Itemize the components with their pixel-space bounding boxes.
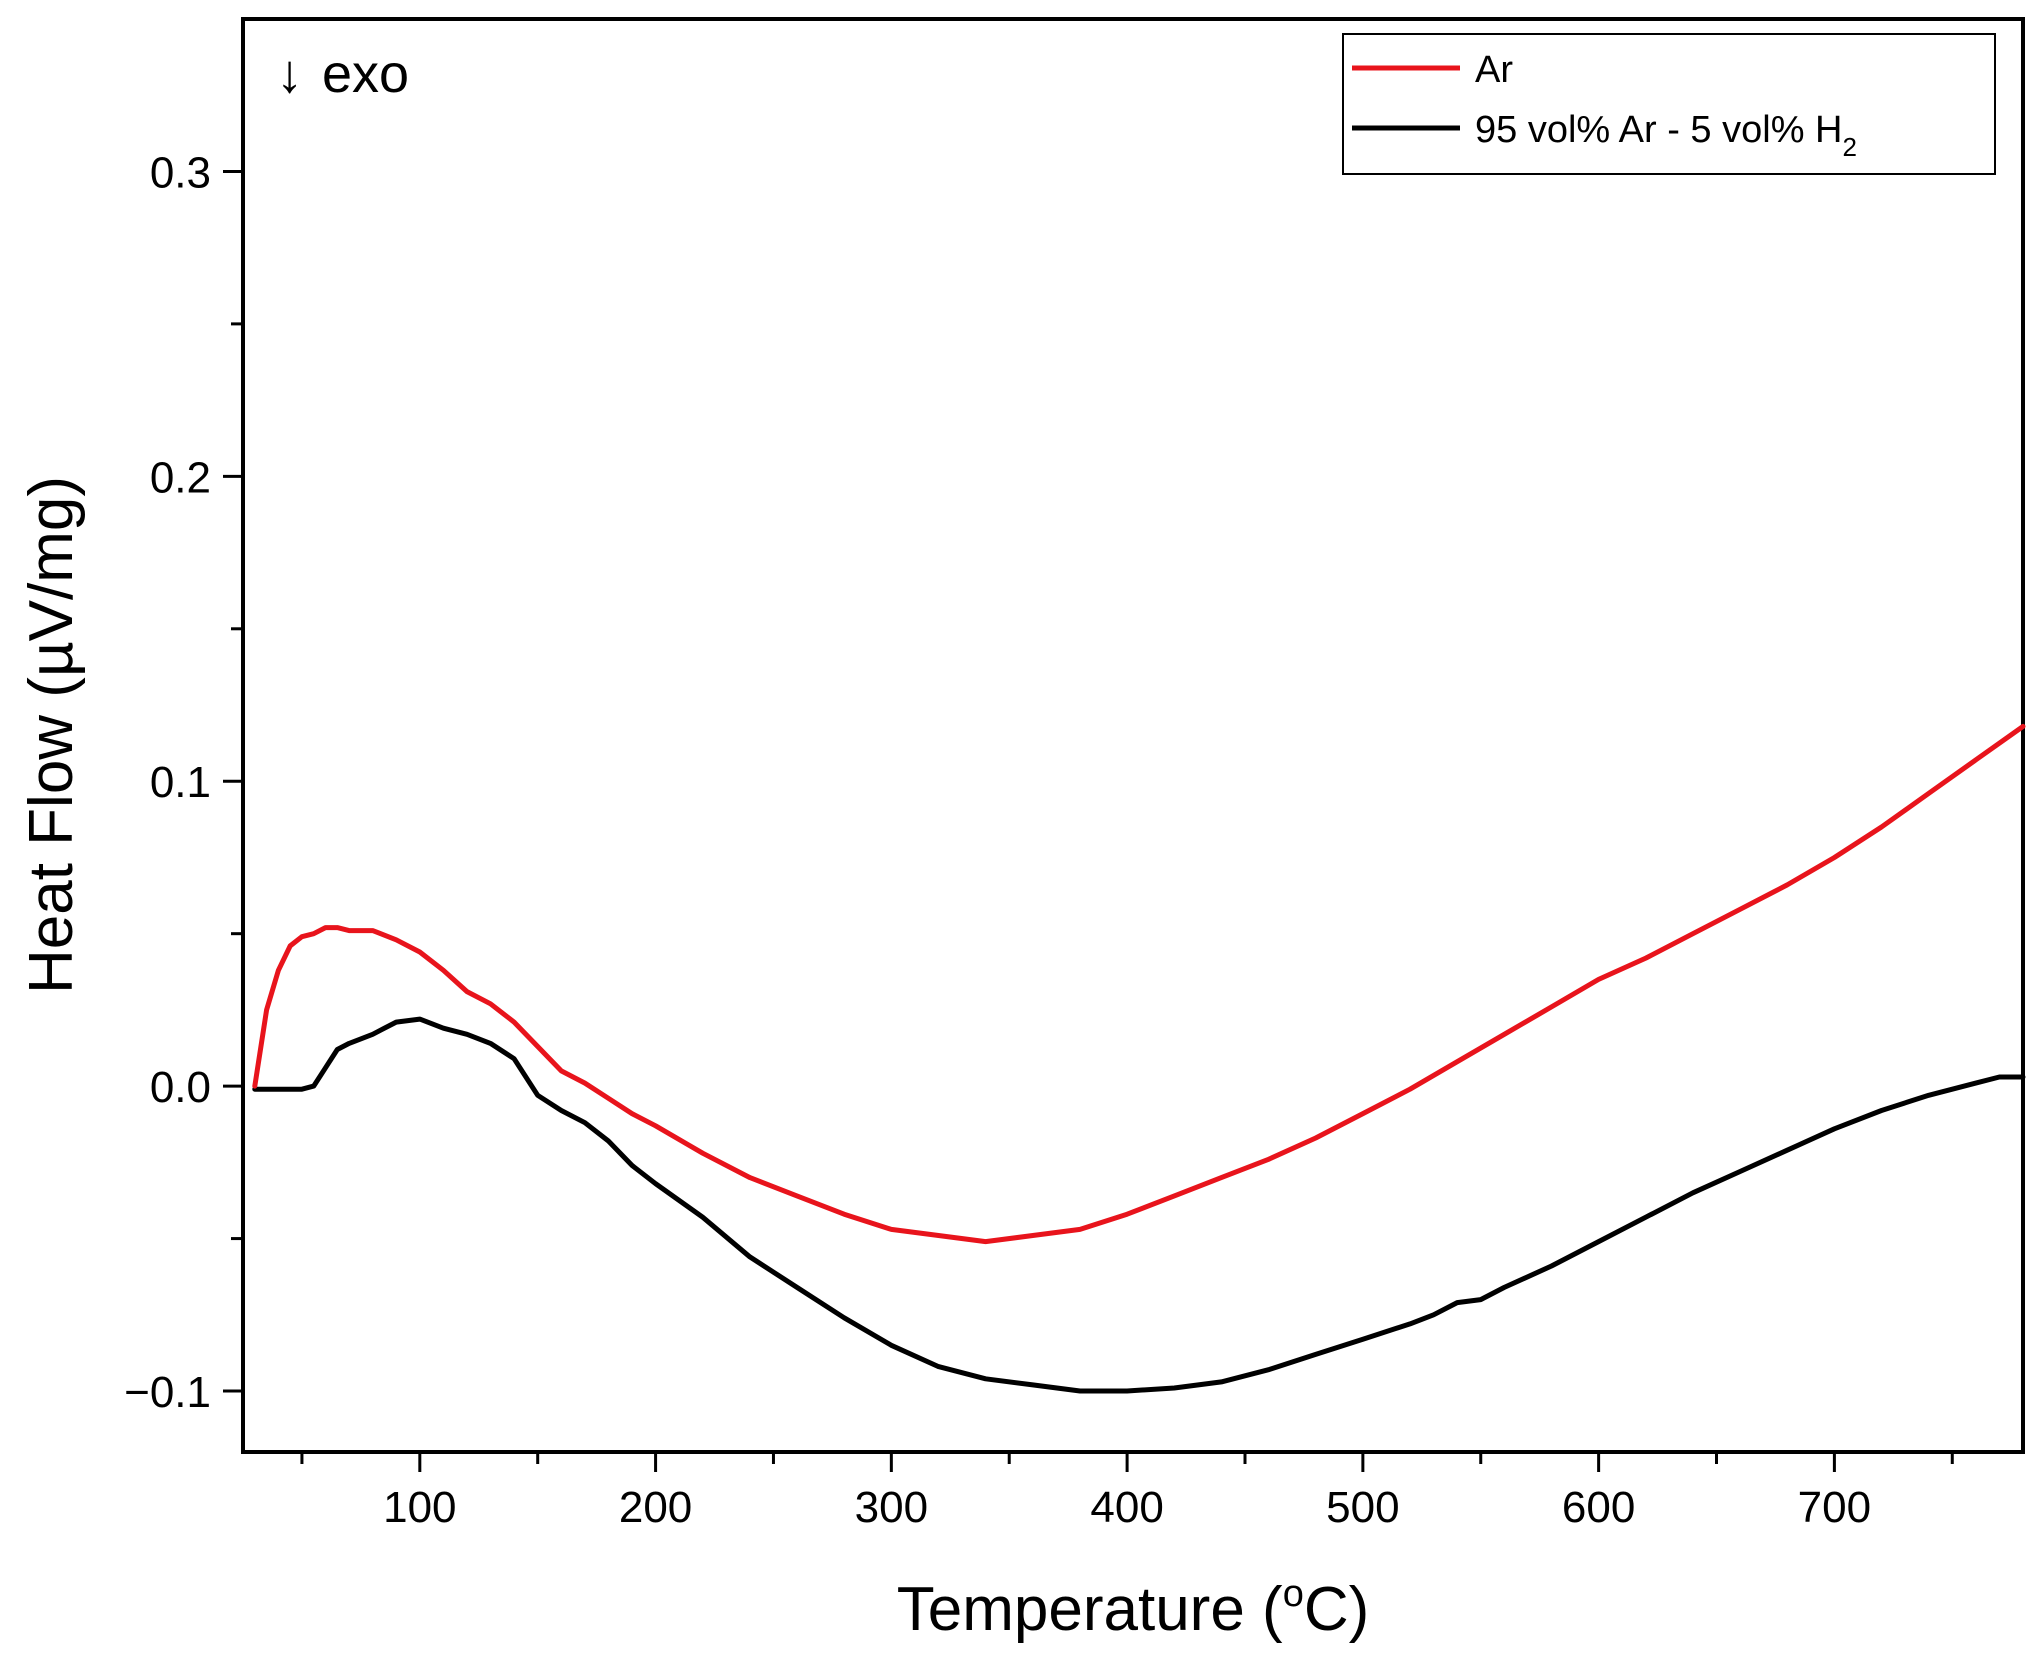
legend-label-ar-h2-sub: 2 [1842, 132, 1856, 162]
legend: Ar 95 vol% Ar - 5 vol% H2 [1342, 33, 1996, 175]
y-tick-label: 0.3 [150, 148, 211, 197]
series-layer [252, 723, 2026, 1394]
legend-box [1342, 33, 1996, 175]
x-axis-title: Temperature (oC) [897, 1573, 1370, 1644]
x-tick-label: 600 [1562, 1483, 1635, 1532]
series-line-ar-h2 [252, 1016, 2026, 1394]
exo-arrow-icon: ↓ [276, 44, 303, 104]
y-tick-label: −0.1 [124, 1368, 211, 1417]
x-tick-label: 500 [1326, 1483, 1399, 1532]
x-tick-label: 400 [1090, 1483, 1163, 1532]
y-tick-label: 0.1 [150, 758, 211, 807]
exo-annotation: ↓ exo [276, 44, 409, 104]
y-tick-label: 0.2 [150, 453, 211, 502]
series-line-ar [252, 723, 2026, 1245]
legend-label-ar: Ar [1475, 49, 1513, 91]
x-axis-title-main: Temperature ( [897, 1575, 1283, 1644]
x-axis-title-sup: o [1283, 1573, 1304, 1615]
x-tick-label: 300 [855, 1483, 928, 1532]
y-axis-title: Heat Flow (µV/mg) [17, 476, 86, 994]
legend-label-ar-h2-main: 95 vol% Ar - 5 vol% H [1475, 109, 1842, 151]
exo-label: exo [322, 44, 409, 104]
y-tick-label: 0.0 [150, 1063, 211, 1112]
x-tick-label: 100 [383, 1483, 456, 1532]
x-axis-title-end: C) [1304, 1575, 1369, 1644]
legend-label-ar-h2: 95 vol% Ar - 5 vol% H2 [1475, 109, 1857, 162]
x-tick-label: 200 [619, 1483, 692, 1532]
axis-ticks: 100 200 300 400 500 600 700 −0.1 0.0 0.1 0.2 0.3 [124, 148, 1954, 1532]
x-tick-label: 700 [1798, 1483, 1871, 1532]
plot-frame [241, 17, 2025, 1454]
